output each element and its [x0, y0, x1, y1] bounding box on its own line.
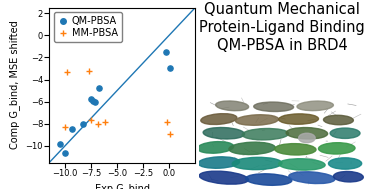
Ellipse shape	[278, 114, 319, 124]
Ellipse shape	[278, 159, 325, 170]
Ellipse shape	[334, 171, 363, 182]
Point	[80, 122, 85, 125]
Point	[88, 98, 94, 101]
Ellipse shape	[297, 101, 333, 111]
Point	[163, 50, 169, 53]
Point	[69, 128, 75, 131]
Ellipse shape	[274, 144, 316, 155]
Ellipse shape	[246, 174, 292, 185]
Point	[167, 132, 173, 135]
Point	[92, 100, 98, 103]
Point	[86, 69, 92, 72]
Point	[62, 126, 68, 129]
Ellipse shape	[289, 172, 335, 184]
Ellipse shape	[197, 142, 234, 153]
Ellipse shape	[323, 115, 353, 125]
Ellipse shape	[286, 128, 328, 139]
Point	[62, 151, 68, 154]
Y-axis label: Comp G_bind, MSE shifted: Comp G_bind, MSE shifted	[9, 21, 20, 149]
Point	[167, 67, 173, 70]
Ellipse shape	[199, 171, 249, 184]
Point	[88, 119, 94, 122]
Ellipse shape	[232, 157, 282, 170]
Text: Quantum Mechanical
Protein-Ligand Binding
QM-PBSA in BRD4: Quantum Mechanical Protein-Ligand Bindin…	[199, 2, 365, 53]
Ellipse shape	[319, 143, 355, 154]
Point	[95, 122, 101, 125]
Ellipse shape	[216, 101, 249, 111]
Ellipse shape	[328, 158, 362, 169]
Legend: QM-PBSA, MM-PBSA: QM-PBSA, MM-PBSA	[54, 12, 122, 42]
Point	[101, 120, 107, 123]
Ellipse shape	[229, 142, 275, 155]
Point	[164, 120, 170, 123]
Ellipse shape	[299, 133, 315, 143]
Ellipse shape	[198, 157, 239, 168]
Ellipse shape	[203, 128, 245, 139]
Point	[96, 87, 102, 90]
X-axis label: Exp G_bind: Exp G_bind	[95, 183, 150, 189]
Ellipse shape	[330, 128, 360, 138]
Ellipse shape	[242, 129, 289, 140]
Ellipse shape	[254, 102, 293, 112]
Ellipse shape	[235, 115, 278, 125]
Ellipse shape	[201, 114, 237, 125]
Point	[64, 70, 70, 73]
Point	[57, 142, 63, 145]
Point	[90, 99, 96, 102]
